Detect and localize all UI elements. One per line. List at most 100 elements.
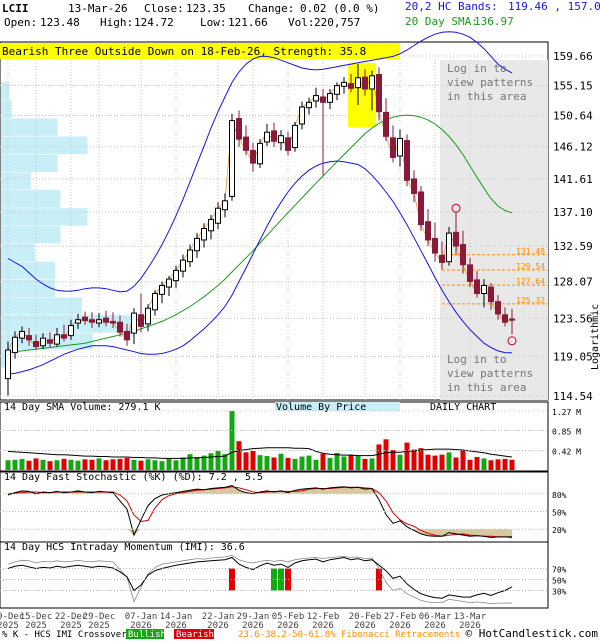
volume-bar [299, 456, 305, 470]
date-tick-label: 20-Feb [349, 612, 382, 622]
date-tick-label: 09-Dec [0, 612, 24, 622]
candle-down [425, 221, 431, 241]
locked-area-shade [440, 60, 548, 400]
candle-up [327, 93, 333, 103]
date-tick-label: 22-Dec [55, 612, 88, 622]
volume-profile-bar [1, 208, 88, 226]
candle-down [411, 178, 417, 194]
date-tick-label: 12-Feb [307, 612, 340, 622]
volume-panel: 14 Day SMA Volume: 279.1 K Volume By Pri… [0, 401, 581, 472]
imi-tick-label: 30% [552, 588, 567, 597]
stochastic-axis: 80% 50% 20% [0, 491, 567, 535]
stochastic-panel: 14 Day Fast Stochastic (%K) (%D): 7.2 , … [0, 471, 567, 543]
login-note-bottom[interactable]: Log in to view patterns in this area [447, 353, 533, 394]
pattern-highlight [348, 62, 376, 128]
candle-down [33, 341, 39, 348]
volume-bar [369, 458, 375, 470]
copyright[interactable]: © HotCandlestick.com [466, 627, 599, 640]
candle-up [19, 330, 25, 339]
volume-bar [173, 460, 179, 470]
high-value: 124.72 [134, 16, 174, 29]
volume-bar [54, 460, 60, 470]
volume-bar [103, 460, 109, 470]
volume-bar [285, 457, 291, 470]
bands-label: 20,2 HC Bands: [405, 0, 498, 13]
low-label: Low: [200, 16, 227, 29]
date-tick-year: 2026 [312, 621, 334, 631]
volume-bar [68, 459, 74, 470]
imi-axis: 70% 50% 30% [0, 566, 567, 597]
volume-bar [495, 459, 501, 470]
candle-up [68, 325, 74, 337]
fib-label: 125.32 [516, 296, 545, 305]
candle-up [159, 284, 165, 295]
candle-up [194, 237, 200, 252]
price-tick-label: 159.66 [553, 50, 593, 63]
volume-bar [432, 455, 438, 470]
price-tick-label: 146.12 [553, 141, 593, 154]
candle-down [82, 316, 88, 322]
candle-down [390, 137, 396, 158]
volume-by-price-label: Volume By Price [276, 402, 366, 413]
fib-label: 129.54 [516, 262, 545, 271]
candle-down [495, 301, 501, 315]
stochastic-title: 14 Day Fast Stochastic (%K) (%D): 7.2 , … [4, 472, 263, 483]
volume-bar [229, 411, 235, 470]
candle-up [75, 319, 81, 324]
pattern-markers [451, 203, 517, 346]
volume-bar [502, 458, 508, 470]
pattern-marker [507, 336, 517, 346]
bands-values: 119.46 , 157.04 [508, 0, 600, 13]
candle-down [117, 321, 123, 333]
volume-bar [96, 458, 102, 470]
volume-bar [264, 456, 270, 470]
volume-profile-bar [1, 297, 82, 315]
date-tick-label: 22-Jan [202, 612, 235, 622]
fib-label: 131.48 [516, 247, 545, 256]
volume-bar [194, 456, 200, 470]
volume-bar [12, 459, 18, 470]
stochastic-k-line [7, 484, 513, 539]
price-tick-label: 150.64 [553, 110, 593, 123]
date-tick-year: 2025 [60, 621, 82, 631]
volume-bar [418, 448, 424, 470]
candle-down [467, 264, 473, 282]
sma20-line [7, 114, 513, 354]
volume-bar [509, 459, 515, 470]
scale-label: Logarithmic [590, 304, 600, 370]
volume-bar [481, 458, 487, 470]
price-tick-label: 128.07 [553, 276, 593, 289]
volume-bar [40, 459, 46, 470]
date-tick-year: 2026 [277, 621, 299, 631]
volume-bar [47, 461, 53, 470]
pattern-banner: Bearish Three Outside Down on 18-Feb-26,… [2, 45, 366, 58]
volume-profile-bar [1, 314, 136, 333]
date-tick-label: 07-Jan [125, 612, 158, 622]
volume-bar [145, 459, 151, 470]
login-note-top-line1: Log in to [447, 62, 507, 75]
candle-up [40, 337, 46, 347]
price-axis: 159.66 155.15 150.64 146.12 141.61 137.10 132.… [553, 50, 593, 403]
volume-bar [425, 454, 431, 470]
volume-bar [138, 460, 144, 470]
candle-down [26, 335, 32, 341]
change-value: 0.02 (0.0 %) [300, 2, 379, 15]
candle-down [103, 317, 109, 323]
candle-up [131, 312, 137, 334]
volume-bar [215, 450, 221, 470]
volume-sma-line [7, 447, 513, 459]
lower-band-line [7, 160, 513, 375]
login-note-top[interactable]: Log in to view patterns in this area [447, 62, 533, 103]
imi-line [7, 556, 513, 599]
price-tick-label: 137.10 [553, 206, 593, 219]
pattern-marker [451, 203, 461, 213]
price-tick-label: 123.56 [553, 312, 593, 325]
date-tick-label: 29-Jan [237, 612, 270, 622]
candle-down [502, 314, 508, 323]
volume-profile-bar [1, 226, 61, 244]
quote-header: LCII 13-Mar-26 Close: 123.35 Change: 0.0… [2, 0, 600, 29]
candle-up [341, 81, 347, 87]
volume-bar [117, 458, 123, 470]
login-note-top-line3: in this area [447, 90, 526, 103]
stochastic-tick-label: 80% [552, 491, 567, 500]
